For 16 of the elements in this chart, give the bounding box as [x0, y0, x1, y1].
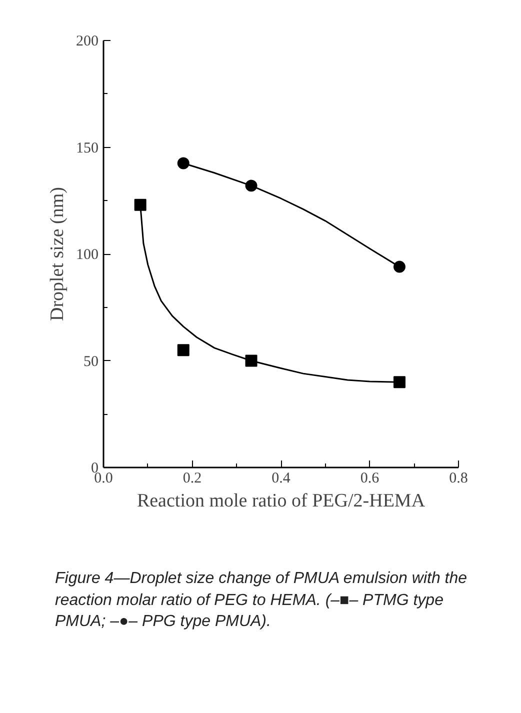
x-tick-label: 0.6	[360, 470, 380, 486]
y-tick-label: 150	[76, 140, 98, 156]
point	[393, 376, 406, 388]
y-tick-label: 50	[84, 354, 98, 370]
point	[177, 157, 190, 170]
x-tick-label: 0.4	[272, 470, 291, 486]
y-tick-label: 200	[76, 34, 98, 50]
point	[393, 260, 406, 273]
point	[177, 344, 190, 356]
y-axis-title: Droplet size (nm)	[47, 186, 68, 322]
caption: Figure 4—Droplet size change of PMUA emulsion with the reaction molar ratio of PEG to HEMA. (–■– PTMG type PMUA; –●– PPG type PMUA).	[55, 569, 468, 632]
x-axis-title: Reaction mole ratio of PEG/2-HEMA	[136, 490, 426, 512]
x-tick-label: 0.8	[449, 470, 468, 486]
x-tick-label: 0.2	[182, 470, 202, 486]
point	[134, 198, 146, 211]
y-tick-label: 100	[76, 247, 98, 263]
